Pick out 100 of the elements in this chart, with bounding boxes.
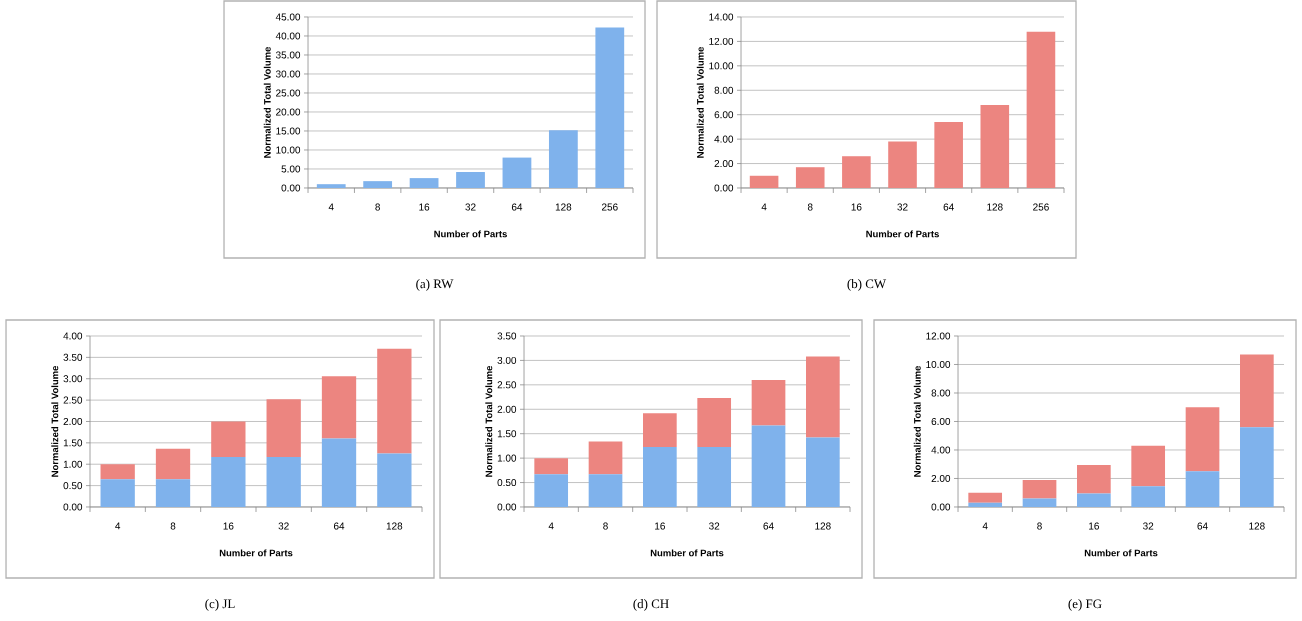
y-tick-label: 3.50 [63, 353, 83, 361]
y-tick-label: 0.00 [281, 184, 301, 192]
x-axis-title: Number of Parts [650, 549, 724, 557]
y-tick-label: 12.00 [926, 332, 951, 340]
bar [968, 502, 1003, 507]
x-tick-label: 64 [333, 522, 345, 530]
bar [751, 379, 786, 426]
y-axis-title: Normalized Total Volume [485, 365, 493, 477]
y-axis-title: Normalized Total Volume [696, 46, 704, 158]
x-tick-label: 128 [1249, 522, 1265, 530]
x-tick-label: 16 [1089, 522, 1099, 530]
y-tick-label: 0.00 [931, 503, 951, 511]
y-tick-label: 0.00 [63, 503, 83, 511]
y-axis-title: Normalized Total Volume [263, 46, 271, 158]
x-tick-label: 4 [115, 522, 121, 530]
bar [100, 479, 135, 507]
y-tick-label: 0.00 [714, 184, 734, 192]
text: (e) FG [1068, 599, 1102, 611]
y-axis-title: Normalized Total Volume [51, 365, 59, 477]
y-tick-label: 4.00 [63, 332, 83, 340]
text: (c) JL [205, 599, 235, 611]
bar [155, 479, 191, 507]
x-tick-label: 16 [851, 203, 862, 211]
bar [1077, 493, 1111, 507]
y-tick-label: 40.00 [275, 32, 301, 40]
x-tick-label: 4 [982, 522, 988, 530]
y-tick-label: 10.00 [276, 146, 301, 154]
x-tick-label: 16 [419, 203, 430, 211]
x-tick-label: 8 [1037, 522, 1042, 530]
y-tick-label: 25.00 [276, 89, 301, 97]
bar [806, 356, 840, 438]
x-tick-label: 32 [465, 203, 476, 211]
x-tick-label: 128 [555, 203, 572, 211]
bar [363, 181, 393, 188]
y-axis-title: Normalized Total Volume [913, 365, 921, 477]
y-tick-label: 3.00 [63, 375, 83, 383]
y-tick-label: 10.00 [926, 360, 951, 369]
x-tick-label: 64 [511, 203, 523, 211]
y-tick-label: 2.00 [63, 417, 83, 426]
bar [697, 398, 732, 447]
bar [266, 399, 301, 457]
bar [266, 456, 301, 507]
x-tick-label: 64 [763, 522, 774, 530]
bar [1022, 479, 1057, 499]
bar [588, 474, 623, 507]
y-tick-label: 14.00 [709, 13, 734, 21]
y-tick-label: 4.00 [931, 446, 951, 454]
x-tick-label: 128 [815, 522, 831, 530]
y-tick-label: 2.00 [497, 405, 517, 413]
y-tick-label: 10.00 [709, 62, 734, 70]
bar [377, 348, 412, 454]
y-tick-label: 1.00 [63, 460, 83, 468]
y-tick-label: 2.00 [931, 474, 951, 483]
x-tick-label: 128 [386, 522, 403, 530]
bar [1131, 486, 1166, 507]
y-tick-label: 1.00 [497, 454, 517, 462]
bar [548, 130, 578, 188]
bar [749, 175, 779, 188]
x-tick-label: 256 [1033, 203, 1049, 211]
bar [1077, 464, 1111, 494]
y-tick-label: 6.00 [931, 417, 951, 426]
y-tick-label: 35.00 [275, 51, 301, 59]
bar [409, 178, 439, 188]
bar [588, 441, 623, 475]
x-tick-label: 32 [1143, 522, 1154, 530]
bar [888, 141, 917, 188]
y-tick-label: 8.00 [714, 86, 734, 94]
y-tick-label: 4.00 [714, 135, 734, 143]
bar [795, 167, 825, 188]
x-tick-label: 16 [655, 522, 665, 530]
bar [211, 421, 246, 457]
x-tick-label: 128 [987, 203, 1003, 211]
bar [697, 446, 732, 507]
bar [100, 464, 135, 480]
x-axis-title: Number of Parts [219, 549, 293, 557]
x-tick-label: 4 [761, 203, 767, 211]
text: (d) CH [633, 599, 669, 611]
bar [842, 156, 871, 188]
bar [980, 104, 1010, 188]
y-tick-label: 20.00 [276, 108, 301, 116]
y-tick-label: 3.00 [497, 356, 517, 364]
y-tick-label: 12.00 [709, 37, 734, 45]
bar [1240, 354, 1274, 428]
x-tick-label: 8 [375, 203, 380, 211]
x-tick-label: 8 [807, 203, 813, 211]
bar [806, 437, 840, 507]
bar [534, 474, 569, 507]
y-tick-label: 2.00 [714, 160, 734, 168]
bar [1022, 498, 1057, 507]
bar [643, 413, 677, 447]
y-tick-label: 3.50 [497, 332, 517, 340]
bar [456, 172, 485, 188]
bar [155, 448, 191, 480]
y-tick-label: 15.00 [276, 127, 301, 135]
text: (a) RW [416, 279, 454, 291]
bar [534, 458, 569, 475]
x-tick-label: 4 [328, 203, 334, 211]
x-tick-label: 256 [601, 203, 618, 211]
x-tick-label: 4 [548, 522, 554, 530]
x-tick-label: 32 [897, 203, 908, 211]
